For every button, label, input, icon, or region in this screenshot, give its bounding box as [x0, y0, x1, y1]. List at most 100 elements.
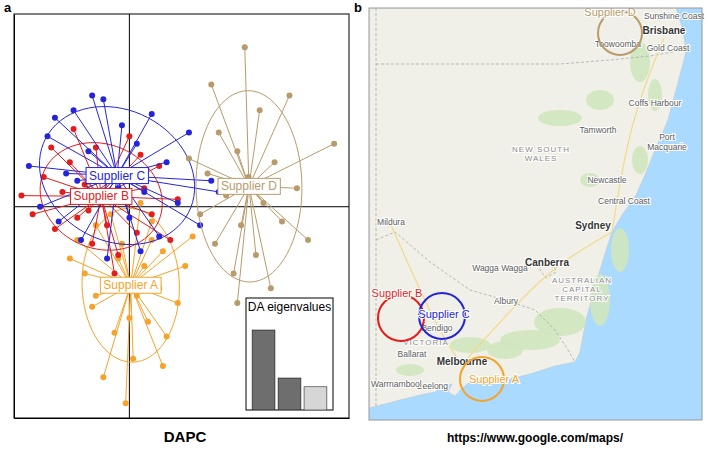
- star-line: [237, 186, 249, 303]
- point: [156, 233, 162, 239]
- point: [82, 270, 88, 276]
- map-suppliers: Supplier BSupplier CSupplier ASupplier D: [372, 6, 642, 401]
- point: [257, 107, 263, 113]
- point: [112, 330, 118, 336]
- place-label: Newcastle: [587, 175, 626, 185]
- point: [212, 241, 218, 247]
- forest: [632, 146, 648, 174]
- point: [130, 356, 136, 362]
- point: [78, 237, 84, 243]
- supplier-label: Supplier A: [469, 373, 520, 385]
- point: [48, 144, 54, 150]
- point: [37, 204, 43, 210]
- point: [216, 130, 222, 136]
- point: [242, 44, 248, 50]
- place-label: Sunshine Coast: [644, 11, 705, 21]
- point: [234, 300, 240, 306]
- point: [208, 178, 214, 184]
- group-label: Supplier B: [74, 189, 129, 203]
- inset-frame: [246, 298, 333, 410]
- place-label: Warrnambool: [371, 379, 422, 389]
- supplier-label: Supplier C: [418, 308, 469, 320]
- point: [138, 152, 144, 158]
- place-label: AUSTRALIANCAPITALTERRITORY: [552, 276, 612, 303]
- point: [126, 315, 132, 321]
- group-label-box: [218, 178, 280, 194]
- state-border: [376, 50, 684, 64]
- point: [63, 170, 69, 176]
- point: [238, 222, 244, 228]
- star-line: [249, 186, 271, 288]
- panel-label: b: [354, 0, 362, 15]
- point: [100, 96, 106, 102]
- point: [268, 285, 274, 291]
- point: [93, 293, 99, 299]
- point: [149, 219, 155, 225]
- inset-bars: [252, 330, 327, 410]
- point: [56, 219, 62, 225]
- point: [160, 363, 166, 369]
- star-line: [55, 118, 117, 176]
- point: [115, 252, 121, 258]
- bar: [278, 378, 301, 410]
- group-label-box: [86, 168, 148, 184]
- place-label: Coffs Harbour: [629, 98, 682, 108]
- star-line: [249, 96, 289, 187]
- group-label: Supplier D: [221, 179, 277, 193]
- point: [175, 300, 181, 306]
- star-line: [101, 196, 114, 273]
- point: [112, 270, 118, 276]
- star-line: [131, 285, 133, 358]
- point: [305, 237, 311, 243]
- forest: [611, 228, 629, 272]
- point: [331, 141, 337, 147]
- group-label-box: [71, 188, 132, 204]
- point: [253, 252, 259, 258]
- place-label: Brisbane: [643, 25, 686, 36]
- point: [149, 211, 155, 217]
- figure: Supplier A Supplier B Supplier C Supplier D…: [0, 0, 708, 451]
- place-label: NEW SOUTHWALES: [512, 145, 570, 163]
- point: [186, 156, 192, 162]
- panel-label: a: [4, 0, 12, 15]
- point: [52, 115, 58, 121]
- point: [74, 178, 80, 184]
- star-line: [126, 285, 131, 403]
- ellipse: [196, 91, 302, 282]
- point: [186, 130, 192, 136]
- x-axis: [15, 418, 350, 420]
- star-line: [211, 84, 249, 186]
- forest: [487, 341, 523, 359]
- plot-frame: [14, 14, 349, 418]
- star-line: [245, 47, 249, 186]
- point: [205, 170, 211, 176]
- point: [182, 263, 188, 269]
- point: [167, 237, 173, 243]
- point: [104, 256, 110, 262]
- bar: [304, 387, 327, 410]
- axis-line: [14, 15, 15, 419]
- point: [71, 126, 77, 132]
- forest: [586, 90, 614, 110]
- y-axis: [14, 15, 16, 419]
- point: [208, 81, 214, 87]
- point: [89, 93, 95, 99]
- point: [67, 159, 73, 165]
- point: [286, 93, 292, 99]
- point: [126, 215, 132, 221]
- point: [141, 263, 147, 269]
- point: [164, 333, 170, 339]
- point: [104, 222, 110, 228]
- point: [145, 319, 151, 325]
- point: [138, 200, 144, 206]
- point: [160, 248, 166, 254]
- forest: [396, 364, 424, 376]
- point: [231, 270, 237, 276]
- place-label: Albury: [494, 296, 519, 306]
- point: [234, 148, 240, 154]
- place-label: Wagga Wagga: [472, 263, 528, 273]
- ellipse: [82, 208, 179, 362]
- point: [134, 141, 140, 147]
- point: [71, 107, 77, 113]
- star-line: [103, 285, 130, 377]
